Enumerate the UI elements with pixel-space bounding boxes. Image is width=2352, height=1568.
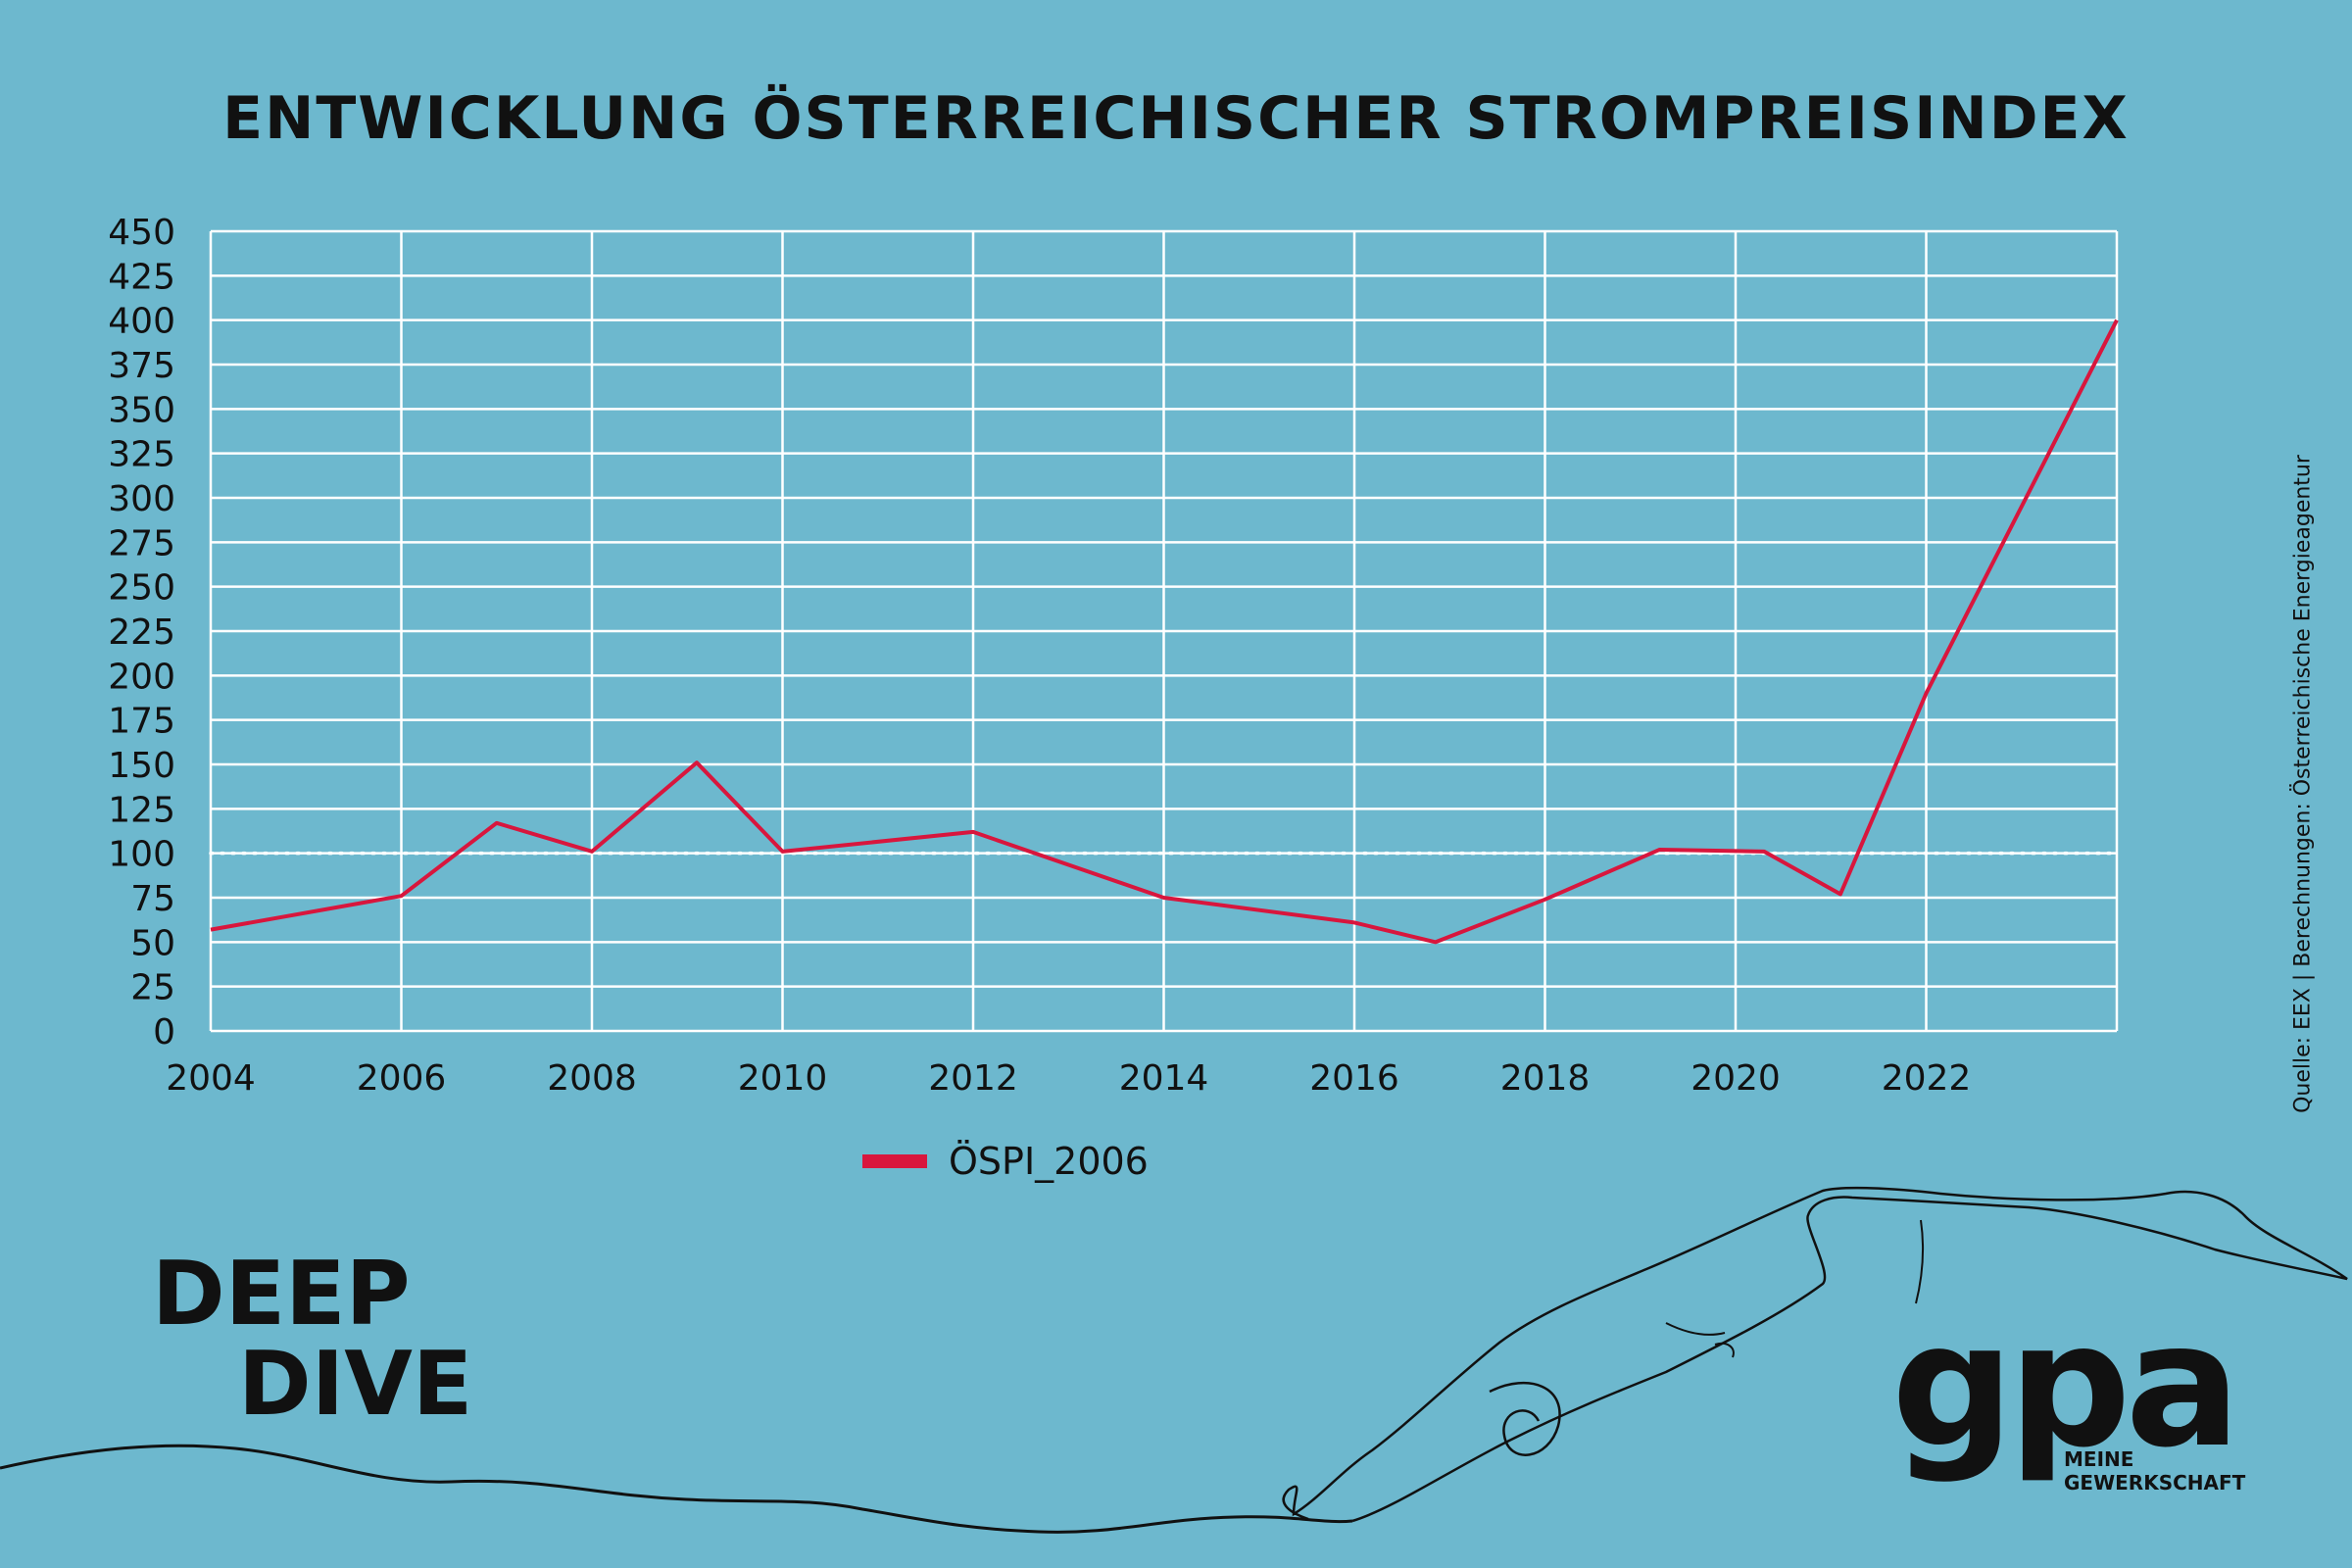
x-tick-label: 2008 xyxy=(547,1058,637,1099)
series-line-ospi-2006 xyxy=(210,318,2119,945)
x-tick-label: 2004 xyxy=(166,1058,256,1099)
y-tick-label: 25 xyxy=(130,968,175,1008)
brand-line1: DEEP xyxy=(152,1243,411,1346)
y-tick-label: 150 xyxy=(108,746,175,786)
y-tick-label: 250 xyxy=(108,568,175,609)
y-tick-label: 275 xyxy=(108,523,175,564)
grid-layer xyxy=(209,229,2119,1033)
y-tick-label: 375 xyxy=(108,346,175,386)
logo-sub-line1: MEINE xyxy=(2064,1447,2134,1471)
y-tick-label: 0 xyxy=(153,1012,175,1053)
y-tick-label: 100 xyxy=(108,835,175,875)
deep-dive-brand: DEEP DIVE xyxy=(152,1250,472,1430)
swimmer-detail xyxy=(1665,1219,1925,1358)
legend-swatch xyxy=(862,1154,927,1168)
x-tick-label: 2018 xyxy=(1500,1058,1591,1099)
x-tick-label: 2020 xyxy=(1690,1058,1781,1099)
logo-sub-line2: GEWERKSCHAFT xyxy=(2064,1471,2246,1494)
chart-title: ENTWICKLUNG ÖSTERREICHISCHER STROMPREISI… xyxy=(222,84,2130,153)
legend-label: ÖSPI_2006 xyxy=(949,1140,1149,1183)
logo-subtitle: MEINE GEWERKSCHAFT xyxy=(2064,1447,2245,1494)
y-tick-label: 200 xyxy=(108,657,175,697)
x-tick-labels: 2004 2006 2008 2010 2012 2014 2016 2018 2020 2022 xyxy=(166,1058,1971,1099)
x-tick-label: 2010 xyxy=(738,1058,828,1099)
swimmer-outline xyxy=(1282,1186,2348,1523)
x-tick-label: 2012 xyxy=(928,1058,1018,1099)
x-tick-label: 2006 xyxy=(357,1058,447,1099)
y-tick-label: 325 xyxy=(108,435,175,475)
logo-word: gpa xyxy=(1891,1287,2241,1486)
y-tick-label: 225 xyxy=(108,612,175,653)
brand-line2: DIVE xyxy=(238,1333,473,1436)
y-tick-label: 300 xyxy=(108,479,175,519)
wave-line xyxy=(0,1444,1353,1534)
x-tick-label: 2016 xyxy=(1309,1058,1399,1099)
x-tick-label: 2022 xyxy=(1882,1058,1972,1099)
gpa-logo: gpa MEINE GEWERKSCHAFT xyxy=(1891,1289,2264,1504)
y-tick-label: 175 xyxy=(108,702,175,742)
swimmer-arm xyxy=(1489,1382,1561,1456)
legend: ÖSPI_2006 xyxy=(862,1140,1149,1183)
series-layer xyxy=(210,318,2119,945)
x-tick-label: 2014 xyxy=(1119,1058,1209,1099)
y-tick-label: 350 xyxy=(108,390,175,430)
y-tick-label: 400 xyxy=(108,302,175,342)
y-tick-label: 450 xyxy=(108,213,175,253)
y-tick-label: 50 xyxy=(130,923,175,963)
y-tick-label: 425 xyxy=(108,257,175,297)
y-tick-label: 75 xyxy=(130,879,175,919)
y-tick-label: 125 xyxy=(108,790,175,830)
